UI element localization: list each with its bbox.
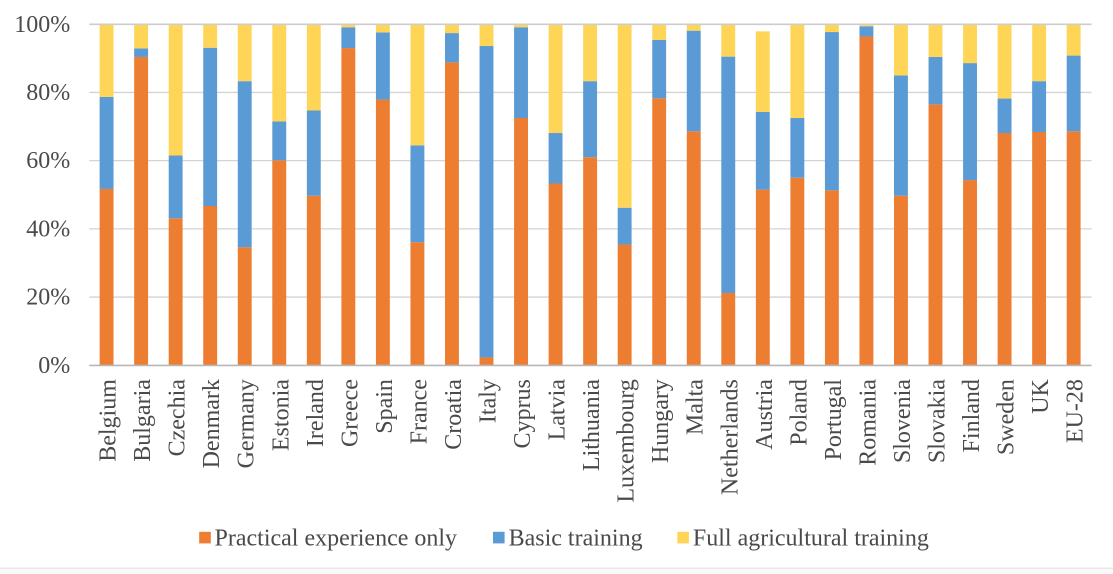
- svg-text:100%: 100%: [14, 12, 70, 38]
- svg-text:Bulgaria: Bulgaria: [130, 379, 156, 462]
- svg-text:Ireland: Ireland: [303, 379, 329, 447]
- svg-text:Estonia: Estonia: [268, 379, 294, 451]
- svg-text:Belgium: Belgium: [96, 379, 122, 462]
- svg-text:40%: 40%: [26, 216, 70, 242]
- svg-text:Italy: Italy: [475, 379, 501, 423]
- svg-text:Denmark: Denmark: [199, 379, 225, 468]
- svg-text:Poland: Poland: [786, 379, 812, 446]
- svg-text:Czechia: Czechia: [165, 379, 191, 457]
- svg-text:Slovenia: Slovenia: [890, 379, 916, 463]
- svg-text:80%: 80%: [26, 80, 70, 106]
- svg-text:Germany: Germany: [234, 379, 260, 468]
- svg-text:Greece: Greece: [337, 379, 363, 447]
- svg-text:Lithuania: Lithuania: [579, 379, 605, 471]
- svg-text:France: France: [406, 379, 432, 444]
- svg-text:Netherlands: Netherlands: [717, 379, 743, 495]
- svg-text:Luxembourg: Luxembourg: [614, 379, 640, 503]
- svg-text:Sweden: Sweden: [994, 379, 1020, 455]
- svg-text:Latvia: Latvia: [545, 379, 571, 441]
- svg-text:Croatia: Croatia: [441, 379, 467, 450]
- svg-text:Cyprus: Cyprus: [510, 379, 536, 448]
- svg-text:Portugal: Portugal: [821, 379, 847, 461]
- svg-text:60%: 60%: [26, 148, 70, 174]
- svg-text:0%: 0%: [38, 353, 70, 379]
- svg-text:Full agricultural training: Full agricultural training: [693, 525, 929, 551]
- svg-text:Practical experience only: Practical experience only: [215, 525, 458, 551]
- svg-text:Finland: Finland: [959, 379, 985, 452]
- svg-text:Basic training: Basic training: [509, 525, 643, 551]
- svg-text:Austria: Austria: [752, 379, 778, 450]
- svg-text:EU-28: EU-28: [1063, 379, 1089, 443]
- svg-text:Hungary: Hungary: [648, 379, 674, 463]
- svg-text:Romania: Romania: [855, 379, 881, 466]
- svg-text:Spain: Spain: [372, 379, 398, 434]
- svg-text:Malta: Malta: [683, 379, 709, 435]
- svg-text:Slovakia: Slovakia: [925, 379, 951, 463]
- svg-text:20%: 20%: [26, 285, 70, 311]
- svg-text:UK: UK: [1028, 378, 1054, 413]
